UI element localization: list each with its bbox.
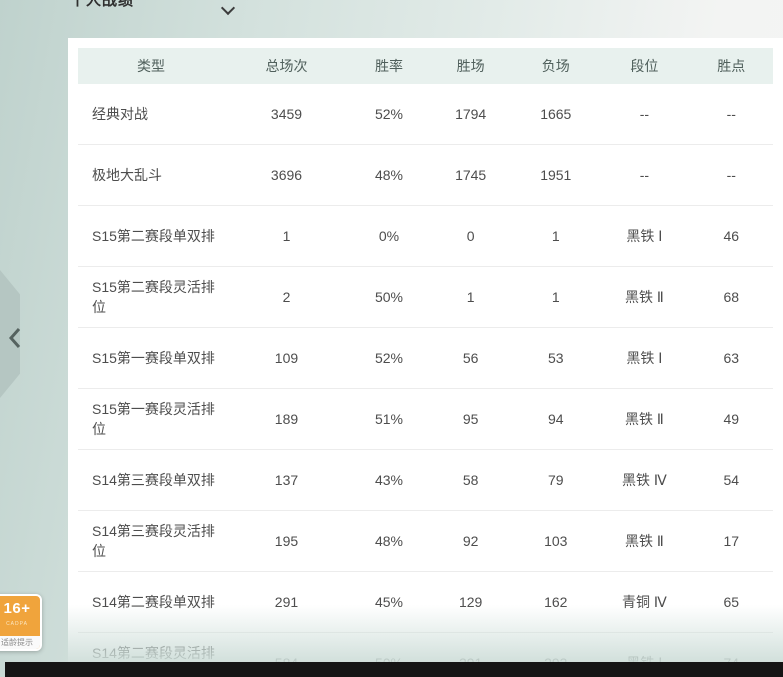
table-cell: 2 (282, 289, 291, 305)
chevron-down-icon[interactable] (223, 3, 233, 13)
table-cell: 195 (274, 533, 299, 549)
table-cell: 1 (551, 228, 560, 244)
top-strip: 个人战绩 (0, 0, 783, 38)
table-cell: 129 (458, 594, 483, 610)
table-cell: 黑铁 Ⅱ (625, 533, 664, 549)
table-cell: 45% (374, 594, 403, 610)
table-cell: 103 (544, 533, 568, 549)
cadpa-label: CADPA (6, 621, 28, 627)
table-cell: 48% (374, 167, 403, 183)
table-cell: 青铜 Ⅳ (621, 594, 667, 610)
table-cell: 50% (374, 289, 403, 305)
table-cell: 291 (274, 594, 299, 610)
table-cell: 17 (723, 533, 740, 549)
table-cell: 极地大乱斗 (92, 167, 162, 183)
age-rating-badge[interactable]: 16+ CADPA 适龄提示 (0, 594, 42, 651)
table-cell: 65 (723, 594, 740, 610)
age-rating-value: 16+ (3, 600, 31, 617)
table-cell: S15第二赛段单双排 (92, 228, 215, 244)
table-cell: S14第二赛段单双排 (92, 594, 215, 610)
table-cell: 46 (723, 228, 740, 244)
table-cell: 1 (551, 289, 560, 305)
table-cell: 1745 (455, 167, 487, 183)
table-cell: 1794 (455, 106, 487, 122)
header-cell: 段位 (630, 58, 659, 74)
table-cell: 43% (374, 472, 403, 488)
table-row: S15第二赛段灵活排位 2 50% 1 1 黑铁 Ⅱ 68 (78, 267, 773, 328)
table-cell: 49 (723, 411, 740, 427)
table-cell: 经典对战 (92, 106, 148, 122)
table-cell: 162 (544, 594, 568, 610)
table-cell: 189 (274, 411, 299, 427)
header-cell: 胜点 (717, 58, 746, 74)
table-cell: 95 (462, 411, 479, 427)
table-cell: -- (639, 167, 650, 183)
table-cell: 1665 (540, 106, 572, 122)
table-cell: 54 (723, 472, 740, 488)
table-cell: 黑铁 Ⅱ (625, 289, 664, 305)
table-cell: S15第一赛段单双排 (92, 350, 215, 366)
table-cell: S14第三赛段灵活排位 (92, 523, 215, 559)
header-cell: 胜率 (374, 58, 403, 74)
table-cell: 79 (547, 472, 564, 488)
table-cell: 52% (374, 106, 403, 122)
table-cell: -- (726, 167, 736, 183)
table-row: S14第三赛段单双排 137 43% 58 79 黑铁 Ⅳ 54 (78, 450, 773, 511)
table-cell: -- (726, 106, 736, 122)
header-cell: 负场 (541, 58, 570, 74)
table-cell: S14第三赛段单双排 (92, 472, 215, 488)
table-row: S15第一赛段灵活排位 189 51% 95 94 黑铁 Ⅱ 49 (78, 389, 773, 450)
table-row: S15第一赛段单双排 109 52% 56 53 黑铁 Ⅰ 63 (78, 328, 773, 389)
sidebar-collapse-tab[interactable] (0, 270, 20, 398)
table-body: 经典对战 3459 52% 1794 1665 -- -- 极地大乱斗 3696 48% 1745 1… (78, 84, 773, 677)
age-rating-caption: 适龄提示 (0, 636, 40, 649)
table-cell: S15第一赛段灵活排位 (92, 401, 215, 437)
table-cell: 68 (723, 289, 740, 305)
table-cell: 黑铁 Ⅱ (625, 411, 664, 427)
table-cell: -- (639, 106, 650, 122)
page-title[interactable]: 个人战绩 (70, 0, 135, 9)
table-cell: 109 (274, 350, 299, 366)
table-cell: 51% (374, 411, 403, 427)
chevron-left-icon[interactable] (7, 326, 22, 355)
table-cell: 52% (374, 350, 403, 366)
table-cell: 63 (723, 350, 740, 366)
table-row: 极地大乱斗 3696 48% 1745 1951 -- -- (78, 145, 773, 206)
table-cell: 0 (466, 228, 475, 244)
header-cell: 类型 (136, 58, 165, 74)
bottom-bar (5, 662, 783, 677)
table-cell: 3696 (270, 167, 303, 183)
table-cell: 92 (462, 533, 479, 549)
table-row: S15第二赛段单双排 1 0% 0 1 黑铁 Ⅰ 46 (78, 206, 773, 267)
table-cell: 94 (547, 411, 564, 427)
table-row: S14第二赛段单双排 291 45% 129 162 青铜 Ⅳ 65 (78, 572, 773, 633)
table-cell: 53 (547, 350, 564, 366)
table-cell: 3459 (270, 106, 303, 122)
table-cell: 黑铁 Ⅳ (621, 472, 667, 488)
table-cell: 1951 (540, 167, 572, 183)
header-cell: 总场次 (265, 58, 308, 74)
table-cell: 1 (466, 289, 475, 305)
table-row: S14第三赛段灵活排位 195 48% 92 103 黑铁 Ⅱ 17 (78, 511, 773, 572)
table-cell: 1 (282, 228, 291, 244)
table-row: 经典对战 3459 52% 1794 1665 -- -- (78, 84, 773, 145)
table-cell: 黑铁 Ⅰ (626, 350, 663, 366)
table-header: 类型 总场次 胜率 胜场 负场 段位 胜点 (78, 48, 773, 84)
table-cell: 48% (374, 533, 403, 549)
table-cell: 58 (462, 472, 479, 488)
table-cell: 0% (378, 228, 400, 244)
table-cell: 56 (462, 350, 479, 366)
table-cell: S15第二赛段灵活排位 (92, 279, 215, 315)
table-cell: 黑铁 Ⅰ (626, 228, 663, 244)
table-cell: 137 (274, 472, 299, 488)
header-cell: 胜场 (456, 58, 485, 74)
stats-card: 类型 总场次 胜率 胜场 负场 段位 胜点 经典对战 3459 52% 1794 1665 -- -- 极… (68, 38, 783, 677)
